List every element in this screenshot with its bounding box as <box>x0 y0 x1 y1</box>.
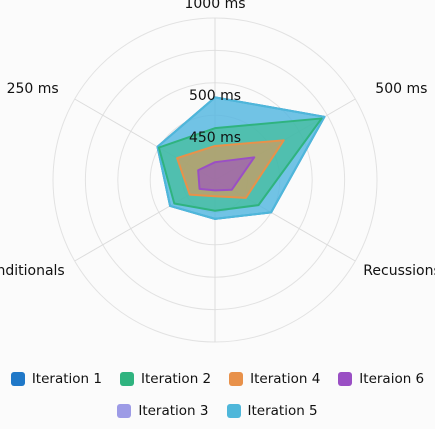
legend-swatch-iteration-3 <box>117 404 132 418</box>
ring-label-2: 500 ms <box>189 88 241 104</box>
ring-label-1: 450 ms <box>189 130 241 146</box>
legend-row-1: Iteration 1 Iteration 2 Iteration 4 Iter… <box>0 371 435 387</box>
legend-item-iteration-2[interactable]: Iteration 2 <box>119 371 212 387</box>
axis-label-5: Conditionals <box>0 263 65 279</box>
legend-swatch-iteration-1 <box>10 372 25 386</box>
legend-label-iteration-3: Iteration 3 <box>138 403 209 419</box>
legend-item-iteration-1[interactable]: Iteration 1 <box>10 371 102 387</box>
legend-label-iteration-2: Iteration 2 <box>140 371 212 387</box>
legend-item-iteraion-6[interactable]: Iteraion 6 <box>338 371 424 387</box>
axis-label-1: 1000 ms <box>184 0 245 12</box>
legend-swatch-iteration-4 <box>229 372 244 386</box>
axis-label-2: 500 ms <box>375 81 427 97</box>
legend-item-iteration-4[interactable]: Iteration 4 <box>229 371 320 387</box>
axis-label-3: Recussions <box>363 263 435 279</box>
legend-label-iteraion-6: Iteraion 6 <box>359 371 425 387</box>
legend-row-2: Iteration 3 Iteration 5 <box>0 403 435 419</box>
legend-label-iteration-5: Iteration 5 <box>247 403 318 419</box>
legend-label-iteration-4: Iteration 4 <box>250 371 321 387</box>
series-area-iteraion-6 <box>197 156 256 192</box>
axis-label-6: 250 ms <box>7 81 59 97</box>
legend-label-iteration-1: Iteration 1 <box>31 371 102 387</box>
legend-swatch-iteraion-6 <box>338 372 353 386</box>
legend-swatch-iteration-5 <box>226 404 241 418</box>
legend-item-iteration-5[interactable]: Iteration 5 <box>226 403 318 419</box>
legend-item-iteration-3[interactable]: Iteration 3 <box>117 403 209 419</box>
legend-swatch-iteration-2 <box>119 372 134 386</box>
